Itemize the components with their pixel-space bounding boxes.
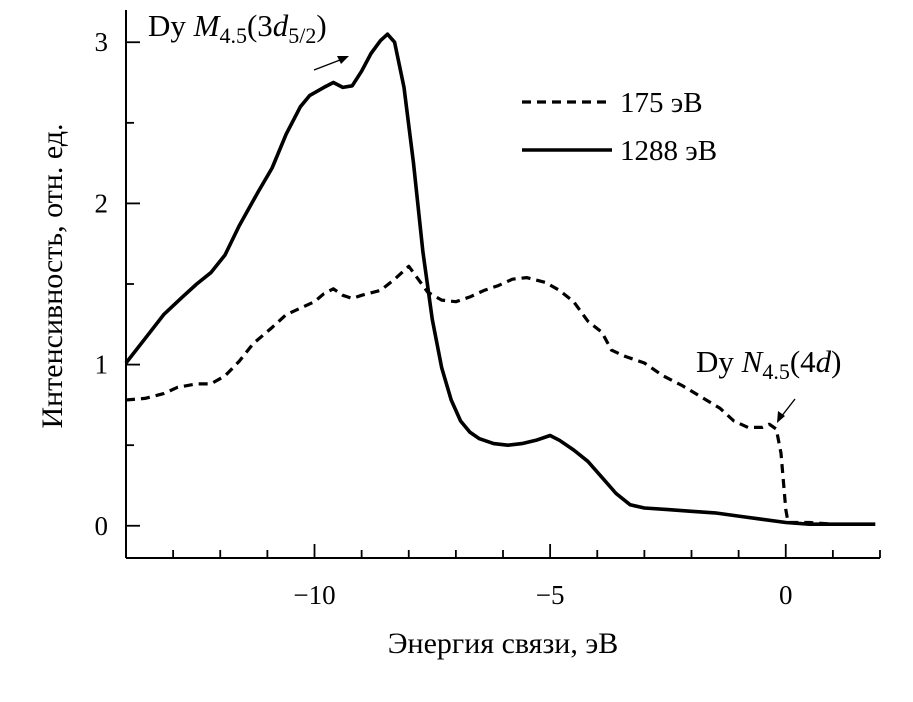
annotation-dy-n45: Dy N4.5(4d) bbox=[696, 344, 841, 423]
legend-label-1288: 1288 эВ bbox=[620, 135, 717, 167]
annotation-dy-m45: Dy M4.5(3d5/2) bbox=[148, 8, 349, 71]
y-tick-label: 3 bbox=[95, 27, 109, 57]
x-tick-label: 0 bbox=[779, 580, 793, 610]
ann-m-prefix: Dy bbox=[148, 8, 194, 43]
ticks bbox=[125, 41, 881, 558]
x-tick-label: −10 bbox=[293, 580, 335, 610]
ann-m-orbital: d bbox=[273, 8, 289, 43]
y-tick-label: 1 bbox=[95, 350, 109, 380]
y-axis-label: Интенсивность, отн. ед. bbox=[36, 123, 69, 428]
x-axis-label: Энергия связи, эВ bbox=[388, 627, 619, 660]
annotation-dy-m45-text: Dy M4.5(3d5/2) bbox=[148, 8, 327, 48]
ann-n-prefix: Dy bbox=[696, 344, 742, 379]
ann-n-paren-close: ) bbox=[831, 344, 841, 379]
annotation-dy-n45-text: Dy N4.5(4d) bbox=[696, 344, 841, 384]
ann-n-orbital: d bbox=[816, 344, 832, 379]
annotation-dy-m45-arrowhead bbox=[337, 56, 349, 64]
annotation-dy-n45-arrow bbox=[780, 398, 796, 418]
ann-m-paren-open: (3 bbox=[247, 8, 273, 43]
legend-label-175: 175 эВ bbox=[620, 87, 703, 119]
x-tick-label: −5 bbox=[536, 580, 565, 610]
axes bbox=[125, 10, 880, 559]
series-layer bbox=[124, 32, 876, 527]
series-line-1288 bbox=[124, 32, 876, 527]
ann-m-sub: 4.5 bbox=[219, 23, 247, 48]
ann-n-paren-open: (4 bbox=[790, 344, 816, 379]
series-line-175 bbox=[125, 264, 876, 526]
ann-m-orbital-sub: 5/2 bbox=[288, 23, 316, 48]
legend: 175 эВ 1288 эВ bbox=[522, 87, 717, 167]
ann-m-symbol: M bbox=[193, 8, 222, 43]
ann-n-sub: 4.5 bbox=[762, 359, 790, 384]
y-tick-label: 2 bbox=[95, 188, 109, 218]
ann-m-paren-close: ) bbox=[316, 8, 326, 43]
annotation-dy-m45-arrow bbox=[313, 59, 341, 71]
y-tick-label: 0 bbox=[95, 511, 109, 541]
ann-n-symbol: N bbox=[741, 344, 765, 379]
tick-labels: −10 −5 0 0 1 2 3 bbox=[95, 27, 793, 610]
annotation-dy-n45-arrowhead bbox=[777, 411, 785, 423]
